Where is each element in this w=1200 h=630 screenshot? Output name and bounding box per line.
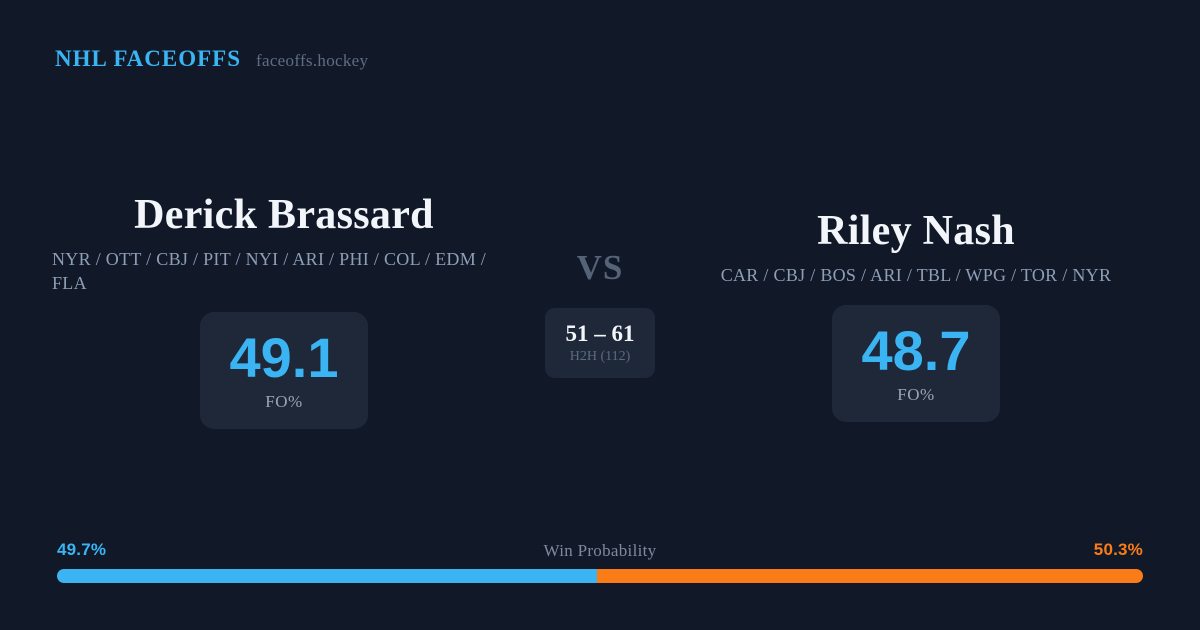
player-right-fo-card: 48.7 FO%	[832, 305, 1000, 422]
player-right-fo-label: FO%	[897, 385, 935, 404]
player-left-teams: NYR / OTT / CBJ / PIT / NYI / ARI / PHI …	[52, 249, 487, 293]
win-bar-right-segment	[596, 569, 1143, 583]
win-prob-title: Win Probability	[543, 541, 657, 560]
win-prob-left-pct: 49.7%	[57, 540, 107, 559]
player-left-fo-card: 49.1 FO%	[200, 312, 368, 429]
h2h-count-label: H2H (112)	[569, 349, 631, 364]
win-bar-left-segment	[57, 569, 597, 583]
win-probability-bar	[57, 569, 1143, 583]
player-left-section: Derick Brassard NYR / OTT / CBJ / PIT / …	[52, 192, 516, 429]
player-left-fo-value: 49.1	[229, 326, 339, 389]
player-left-fo-label: FO%	[265, 392, 303, 411]
matchup-center-section: VS 51 – 61 H2H (112)	[545, 247, 655, 378]
win-probability-labels: 49.7% Win Probability 50.3%	[57, 540, 1143, 562]
h2h-score: 51 – 61	[565, 321, 635, 346]
brand-title: NHL FACEOFFS	[55, 46, 242, 71]
player-right-section: Riley Nash CAR / CBJ / BOS / ARI / TBL /…	[705, 208, 1127, 422]
player-right-fo-value: 48.7	[861, 319, 971, 382]
player-right-teams: CAR / CBJ / BOS / ARI / TBL / WPG / TOR …	[720, 265, 1112, 285]
player-left-name: Derick Brassard	[134, 192, 434, 238]
site-url: faceoffs.hockey	[256, 51, 369, 70]
header: NHL FACEOFFS faceoffs.hockey	[55, 46, 368, 72]
win-prob-right-pct: 50.3%	[1093, 540, 1143, 559]
vs-label: VS	[576, 248, 624, 287]
h2h-card: 51 – 61 H2H (112)	[545, 308, 655, 378]
player-right-name: Riley Nash	[817, 208, 1015, 254]
